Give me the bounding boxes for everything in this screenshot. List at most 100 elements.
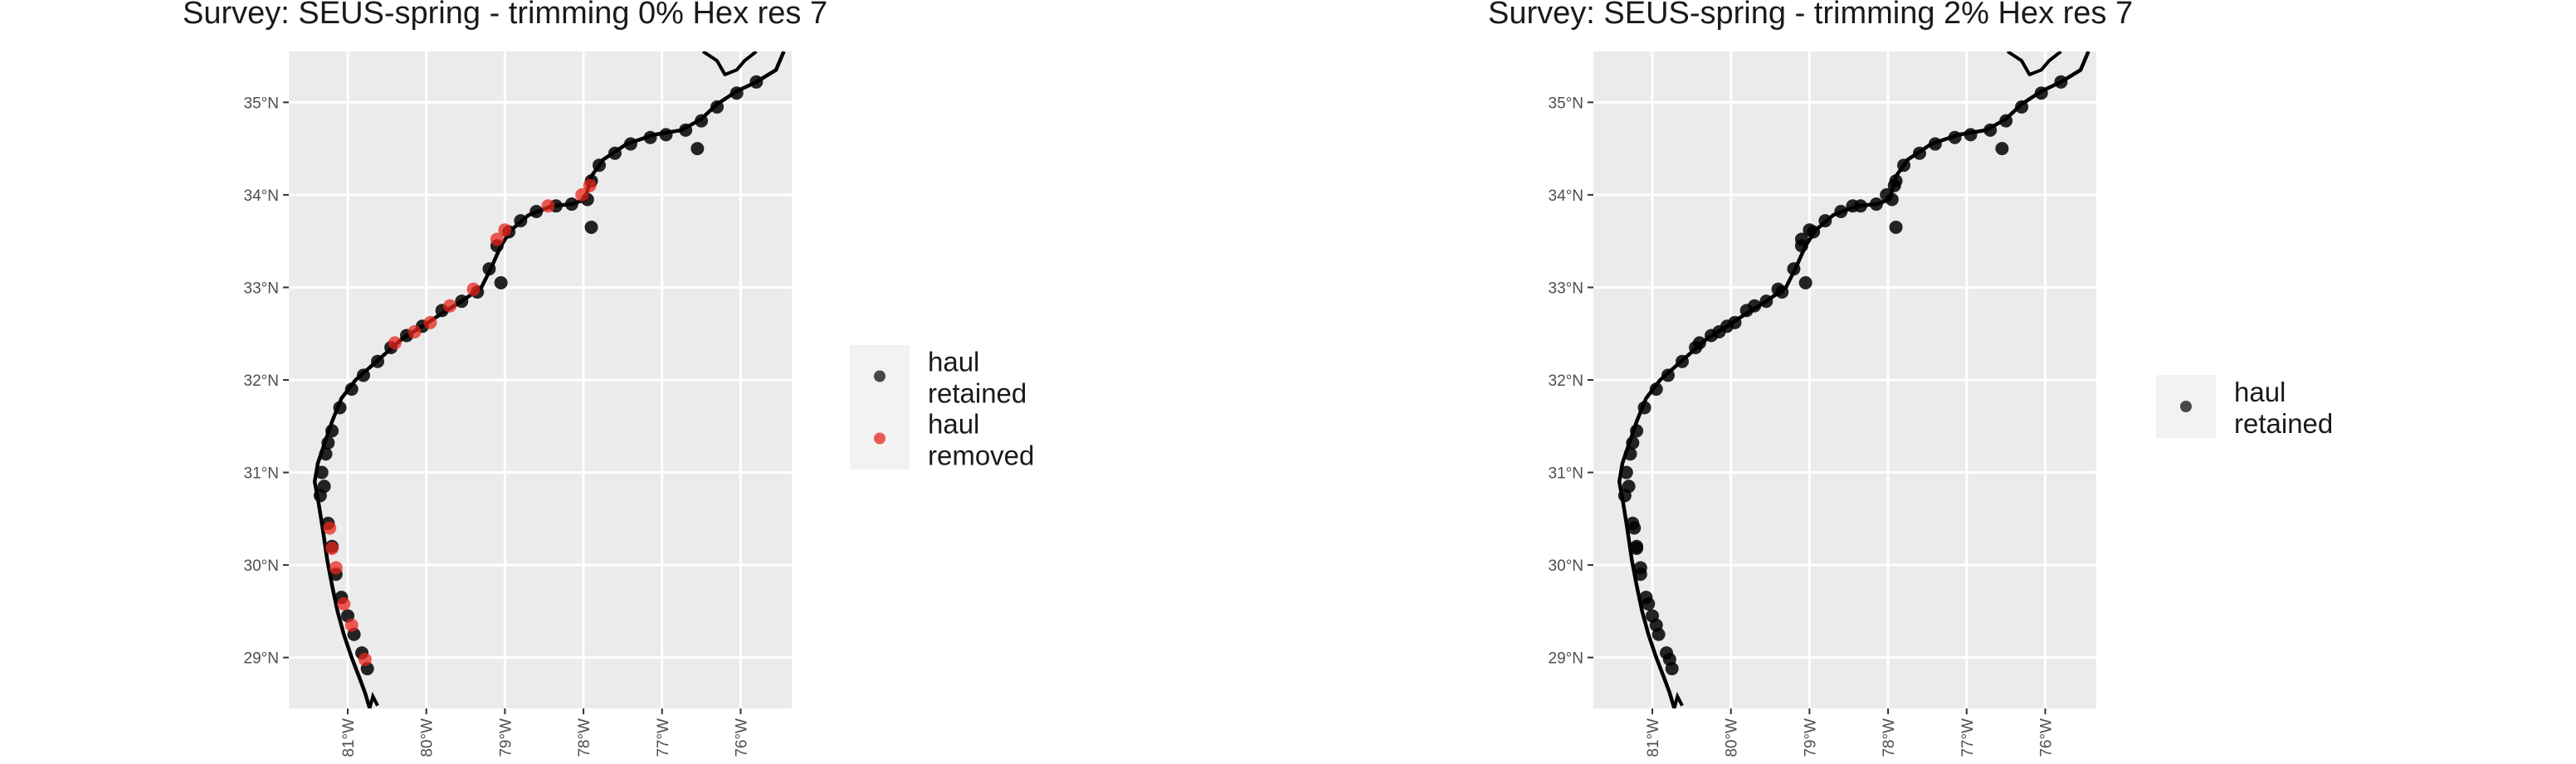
data-point: [1771, 282, 1785, 296]
y-tick-label: 32°N: [244, 372, 279, 390]
data-point: [482, 262, 496, 276]
data-point: [1633, 561, 1647, 575]
data-point: [529, 204, 544, 218]
data-point: [323, 521, 337, 535]
data-point: [337, 596, 351, 611]
data-point: [321, 436, 335, 450]
coastline-tip: [1672, 691, 1684, 708]
y-tick-label: 33°N: [1549, 280, 1583, 297]
data-point: [584, 220, 598, 234]
data-point: [1661, 368, 1675, 382]
y-tick-label: 29°N: [244, 650, 279, 668]
data-point: [1948, 130, 1962, 144]
data-point: [643, 130, 657, 144]
chart-panel-2: Survey: SEUS-spring - trimming 2% Hex re…: [1488, 0, 2333, 757]
data-point: [325, 424, 339, 438]
data-point: [1642, 596, 1656, 611]
data-point: [356, 368, 370, 382]
y-tick-label: 34°N: [244, 187, 279, 205]
legend-label: haul retained: [2234, 377, 2333, 439]
x-tick-label: 79°W: [497, 718, 515, 757]
y-tick-label: 32°N: [1549, 372, 1583, 390]
data-point: [749, 75, 764, 89]
y-tick-label: 30°N: [1549, 557, 1583, 575]
data-point: [1692, 336, 1706, 350]
data-point: [1869, 197, 1883, 212]
legend-key: [874, 370, 886, 382]
coastline-sound: [2006, 51, 2062, 76]
chart-title: Survey: SEUS-spring - trimming 2% Hex re…: [1488, 0, 2133, 31]
data-point: [1887, 178, 1901, 192]
data-point: [466, 282, 481, 296]
data-point: [1995, 142, 2009, 156]
data-point: [1617, 489, 1632, 503]
data-point: [313, 489, 327, 503]
legend-key: [2180, 401, 2192, 412]
coastline-sound: [701, 51, 758, 76]
y-tick-label: 34°N: [1549, 187, 1583, 205]
data-point: [593, 158, 607, 173]
data-point: [1626, 436, 1640, 450]
x-tick-label: 78°W: [1881, 718, 1898, 757]
data-point: [498, 223, 512, 237]
y-tick-label: 31°N: [244, 465, 279, 483]
data-point: [1623, 447, 1637, 461]
x-tick-label: 76°W: [733, 718, 750, 757]
data-point: [370, 354, 384, 368]
data-point: [1983, 123, 1998, 137]
data-point: [1728, 315, 1742, 329]
y-tick-label: 31°N: [1549, 465, 1583, 483]
data-point: [1912, 146, 1926, 160]
data-point: [1637, 401, 1651, 415]
y-tick-label: 35°N: [1549, 95, 1583, 112]
data-point: [1889, 220, 1903, 234]
data-point: [679, 123, 693, 137]
data-point: [1897, 158, 1911, 173]
data-point: [344, 618, 359, 632]
data-point: [514, 214, 528, 228]
data-point: [1834, 204, 1848, 218]
data-point: [333, 401, 347, 415]
data-point: [388, 336, 402, 350]
data-point: [623, 137, 637, 151]
data-point: [443, 299, 457, 313]
data-point: [1803, 223, 1817, 237]
x-tick-label: 81°W: [340, 718, 358, 757]
y-tick-label: 30°N: [244, 557, 279, 575]
data-point: [583, 178, 597, 192]
data-point: [729, 86, 744, 100]
coastline-tip: [368, 691, 379, 708]
x-tick-label: 78°W: [576, 718, 593, 757]
data-point: [1662, 652, 1676, 666]
data-point: [325, 542, 339, 556]
y-tick-label: 33°N: [244, 280, 279, 297]
data-point: [1630, 424, 1644, 438]
data-point: [1619, 465, 1633, 479]
map-layer: [1617, 51, 2091, 708]
data-point: [1748, 299, 1762, 313]
data-point: [490, 232, 504, 246]
data-point: [407, 324, 422, 338]
data-point: [1964, 128, 1978, 142]
x-tick-label: 77°W: [655, 718, 672, 757]
legend: haul retained: [2156, 375, 2333, 439]
data-point: [564, 197, 578, 212]
data-point: [423, 315, 437, 329]
data-point: [455, 294, 469, 309]
data-point: [1928, 137, 1942, 151]
data-point: [2015, 100, 2029, 114]
x-tick-label: 80°W: [1724, 718, 1741, 757]
data-point: [494, 275, 508, 290]
data-point: [1818, 214, 1832, 228]
data-point: [607, 146, 622, 160]
data-point: [1759, 294, 1773, 309]
legend-key: [874, 432, 886, 445]
data-point: [1649, 618, 1663, 632]
data-point: [1675, 354, 1689, 368]
data-point: [1999, 114, 2013, 128]
data-point: [1798, 275, 1812, 290]
legend-label: haul removed: [928, 409, 1034, 471]
y-tick-label: 29°N: [1549, 650, 1583, 668]
